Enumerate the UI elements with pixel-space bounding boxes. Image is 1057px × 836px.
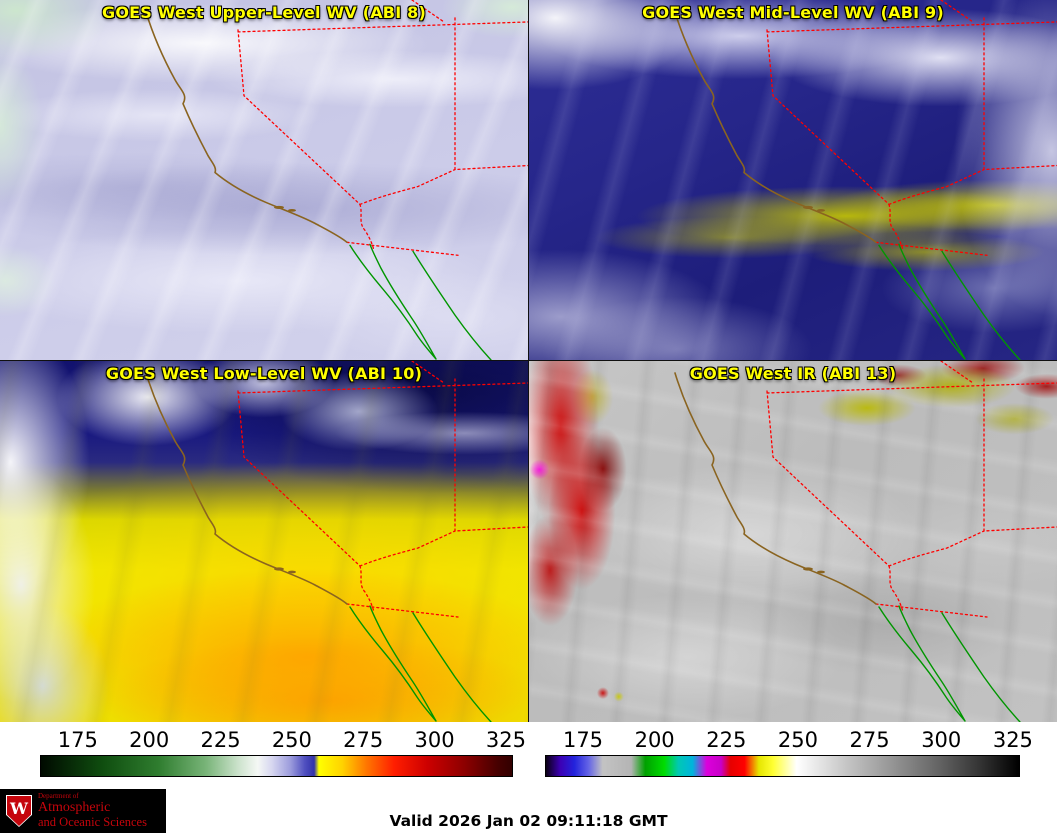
colorbar-ir-scale (545, 755, 1020, 777)
mainland-mexico-coastline (941, 250, 1021, 360)
tick-label: 225 (706, 728, 747, 752)
channel-island (288, 209, 296, 212)
channel-island (817, 209, 825, 212)
footer: W Department of Atmospheric and Oceanic … (0, 786, 1057, 836)
map-overlay-slot (529, 0, 1057, 360)
colorbar-section: 175 200 225 250 275 300 325 175 200 225 … (0, 722, 1057, 786)
tick-label: 225 (200, 728, 241, 752)
logo-text: Department of Atmospheric and Oceanic Sc… (38, 791, 147, 829)
map-overlay-slot (0, 0, 528, 360)
colorbar-ir-ticks: 175 200 225 250 275 300 325 (545, 722, 1033, 755)
panel-mid-level-wv: GOES West Mid-Level WV (ABI 9) (529, 0, 1057, 360)
coastline (674, 11, 877, 244)
baja-coastline (349, 243, 437, 360)
tick-label: 325 (485, 728, 526, 752)
tick-label: 300 (921, 728, 962, 752)
map-overlay-slot (529, 361, 1057, 722)
tick-label: 175 (562, 728, 604, 752)
coastline (674, 372, 877, 605)
map-overlay (145, 0, 528, 360)
state-borders (766, 0, 1057, 256)
baja-coastline (878, 605, 966, 722)
state-borders (766, 361, 1057, 618)
mainland-mexico-coastline (412, 612, 492, 722)
channel-island (288, 570, 296, 574)
map-overlay (145, 361, 528, 722)
state-borders (237, 0, 528, 256)
panel-title: GOES West Upper-Level WV (ABI 8) (102, 3, 426, 22)
tick-label: 200 (634, 728, 675, 752)
logo-name-line2: and Oceanic Sciences (38, 814, 147, 829)
tick-label: 325 (992, 728, 1033, 752)
state-borders (237, 361, 528, 618)
colorbar-wv: 175 200 225 250 275 300 325 (40, 722, 526, 777)
panel-ir: GOES West IR (ABI 13) (529, 361, 1057, 722)
channel-island (803, 567, 813, 571)
satellite-image-abi9 (529, 0, 1057, 360)
mainland-mexico-coastline (941, 612, 1021, 722)
coastline (145, 372, 348, 605)
panel-title: GOES West IR (ABI 13) (689, 364, 897, 383)
logo-dept-line: Department of (38, 791, 79, 800)
tick-label: 175 (57, 728, 98, 752)
logo-name-line1: Atmospheric (38, 800, 111, 816)
panel-title: GOES West Mid-Level WV (ABI 9) (642, 3, 944, 22)
baja-coastline (349, 605, 437, 722)
channel-island (817, 570, 825, 574)
uw-crest-icon: W (6, 795, 32, 827)
tick-label: 275 (343, 728, 384, 752)
colorbar-ir: 175 200 225 250 275 300 325 (545, 722, 1033, 777)
baja-coastline (878, 243, 966, 360)
colorbar-wv-ticks: 175 200 225 250 275 300 325 (40, 722, 526, 755)
panel-title: GOES West Low-Level WV (ABI 10) (105, 364, 423, 383)
channel-island (803, 205, 813, 210)
valid-time-label: Valid 2026 Jan 02 09:11:18 GMT (389, 812, 668, 830)
mainland-mexico-coastline (412, 250, 492, 360)
tick-label: 300 (414, 728, 455, 752)
colorbar-wv-scale (40, 755, 513, 777)
tick-label: 275 (849, 728, 890, 752)
map-overlay-slot (0, 361, 528, 722)
satellite-panel-grid: GOES West Upper-Level WV (ABI 8) GOES We (0, 0, 1057, 722)
tick-label: 200 (129, 728, 170, 752)
tick-label: 250 (777, 728, 818, 752)
channel-island (274, 567, 284, 571)
map-overlay (674, 0, 1057, 360)
channel-island (274, 205, 284, 210)
satellite-image-abi8 (0, 0, 528, 360)
satellite-image-abi10 (0, 361, 528, 722)
panel-upper-level-wv: GOES West Upper-Level WV (ABI 8) (0, 0, 528, 360)
panel-low-level-wv: GOES West Low-Level WV (ABI 10) (0, 361, 528, 722)
coastline (145, 11, 348, 244)
uw-aos-logo: W Department of Atmospheric and Oceanic … (0, 789, 166, 833)
tick-label: 250 (271, 728, 312, 752)
map-overlay (674, 361, 1057, 722)
satellite-image-abi13 (529, 361, 1057, 722)
